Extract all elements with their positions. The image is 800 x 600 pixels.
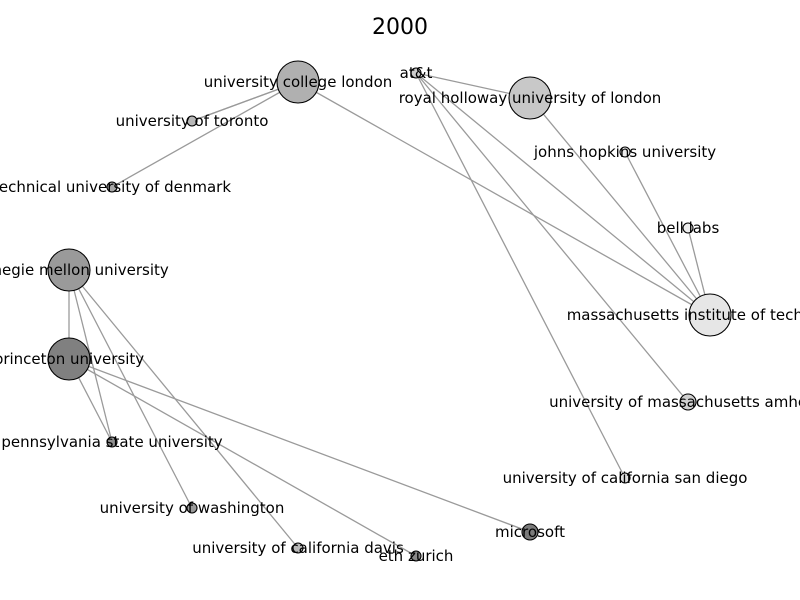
- node-umass[interactable]: [679, 393, 697, 411]
- node-label-uw: university of washington: [100, 499, 285, 517]
- node-label-ucl: university college london: [204, 73, 393, 91]
- node-label-rhul: royal holloway university of london: [399, 89, 662, 107]
- node-eth[interactable]: [410, 550, 422, 562]
- node-label-eth: eth zurich: [379, 547, 454, 565]
- edge-cmu-ucdavis: [68, 269, 299, 549]
- edge-att-ucsd: [415, 72, 626, 479]
- edge-ucl-dtu: [111, 81, 299, 188]
- node-mit[interactable]: [688, 293, 732, 337]
- edge-cmu-uw: [68, 269, 193, 509]
- edge-princeton-microsoft: [68, 358, 531, 533]
- node-psu[interactable]: [106, 436, 118, 448]
- node-label-att: at&t: [400, 64, 433, 82]
- node-label-dtu: technical university of denmark: [0, 178, 231, 196]
- node-label-princeton: princeton university: [0, 350, 144, 368]
- label-layer: university college london at&t royal hollo…: [0, 64, 800, 565]
- node-label-toronto: university of toronto: [116, 112, 269, 130]
- edge-jhu-mit: [624, 151, 711, 316]
- node-ucl[interactable]: [276, 60, 320, 104]
- node-layer: [47, 60, 732, 562]
- edge-rhul-mit: [529, 97, 711, 316]
- node-label-mit: massachusetts institute of technology: [567, 306, 800, 324]
- node-cmu[interactable]: [47, 248, 91, 292]
- node-jhu[interactable]: [619, 146, 631, 158]
- node-label-ucdavis: university of california davis: [192, 539, 404, 557]
- node-label-psu: pennsylvania state university: [1, 433, 222, 451]
- node-label-ucsd: university of california san diego: [503, 469, 748, 487]
- node-label-belllabs: bell labs: [657, 219, 720, 237]
- node-ucdavis[interactable]: [292, 542, 304, 554]
- node-label-umass: university of massachusetts amherst: [549, 393, 800, 411]
- node-toronto[interactable]: [186, 115, 198, 127]
- node-label-microsoft: microsoft: [495, 523, 565, 541]
- edge-att-mit: [415, 72, 711, 316]
- node-label-jhu: johns hopkins university: [533, 143, 716, 161]
- edge-att-umass: [415, 72, 689, 403]
- node-uw[interactable]: [186, 502, 198, 514]
- edge-ucl-mit: [297, 81, 711, 316]
- graph-title: 2000: [372, 15, 428, 40]
- node-att[interactable]: [410, 67, 422, 79]
- node-ucsd[interactable]: [619, 472, 631, 484]
- node-label-cmu: carnegie mellon university: [0, 261, 169, 279]
- node-rhul[interactable]: [508, 76, 552, 120]
- node-princeton[interactable]: [47, 337, 91, 381]
- node-microsoft[interactable]: [521, 523, 539, 541]
- edge-cmu-psu: [68, 269, 113, 443]
- node-dtu[interactable]: [106, 181, 118, 193]
- edge-princeton-eth: [68, 358, 417, 557]
- node-belllabs[interactable]: [682, 222, 694, 234]
